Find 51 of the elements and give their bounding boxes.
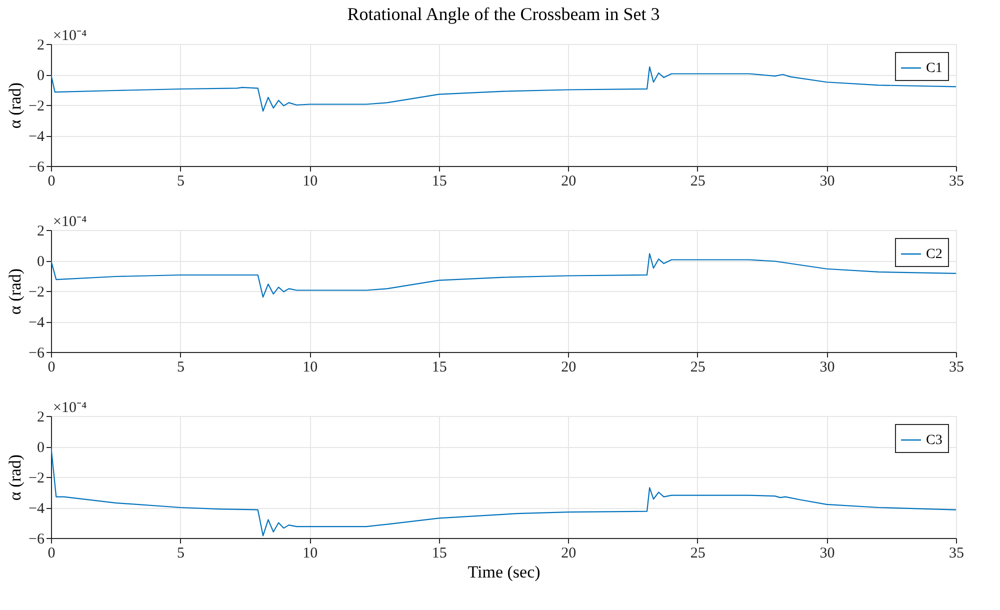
text: ×10⁻⁴ — [53, 400, 87, 416]
y-tick-label: −2 — [28, 284, 44, 300]
x-tick-label: 0 — [48, 360, 56, 376]
x-tick-label: 20 — [561, 546, 576, 562]
y-tick-label: −4 — [28, 501, 45, 517]
legend-label: C3 — [926, 433, 942, 448]
y-tick-label: −2 — [28, 98, 44, 114]
chart-title: Rotational Angle of the Crossbeam in Set 3 — [347, 4, 660, 24]
x-tick-label: 10 — [302, 546, 318, 562]
x-tick-label: 15 — [432, 174, 447, 190]
x-tick-label: 10 — [302, 174, 318, 190]
y-tick-label: −2 — [28, 470, 44, 486]
text: ×10⁻⁴ — [53, 28, 87, 44]
x-tick-label: 20 — [561, 174, 576, 190]
x-tick-label: 5 — [177, 360, 185, 376]
x-tick-label: 35 — [949, 546, 964, 562]
x-tick-label: 25 — [690, 546, 706, 562]
x-axis-title: Time (sec) — [468, 562, 540, 582]
x-tick-label: 0 — [48, 546, 56, 562]
y-tick-label: −6 — [28, 160, 45, 176]
x-tick-label: 0 — [48, 174, 56, 190]
y-axis-title: α (rad) — [6, 268, 25, 315]
x-tick-label: 25 — [690, 174, 706, 190]
y-tick-label: −6 — [28, 346, 45, 362]
x-tick-label: 30 — [820, 174, 835, 190]
y-tick-label: 0 — [37, 440, 44, 456]
x-tick-label: 20 — [561, 360, 576, 376]
x-tick-label: 5 — [177, 174, 185, 190]
y-tick-label: 2 — [37, 224, 44, 240]
y-tick-label: 0 — [37, 254, 44, 270]
x-tick-label: 15 — [432, 360, 447, 376]
x-tick-label: 5 — [177, 546, 185, 562]
y-axis-title: α (rad) — [6, 454, 25, 501]
x-tick-label: 35 — [949, 174, 964, 190]
text: ×10⁻⁴ — [53, 214, 87, 230]
y-tick-label: −4 — [28, 315, 45, 331]
x-tick-label: 10 — [302, 360, 318, 376]
y-axis-title: α (rad) — [6, 82, 25, 129]
x-tick-label: 30 — [820, 546, 835, 562]
line-series — [51, 446, 956, 536]
y-tick-label: −4 — [28, 129, 45, 145]
x-tick-label: 30 — [820, 360, 835, 376]
x-tick-label: 35 — [949, 360, 964, 376]
y-tick-label: 2 — [37, 38, 44, 54]
legend-label: C2 — [926, 247, 942, 262]
y-tick-label: 0 — [37, 68, 44, 84]
y-tick-label: −6 — [28, 532, 45, 548]
x-tick-label: 25 — [690, 360, 706, 376]
legend-label: C1 — [926, 61, 942, 76]
y-tick-label: 2 — [37, 410, 44, 426]
x-tick-label: 15 — [432, 546, 447, 562]
